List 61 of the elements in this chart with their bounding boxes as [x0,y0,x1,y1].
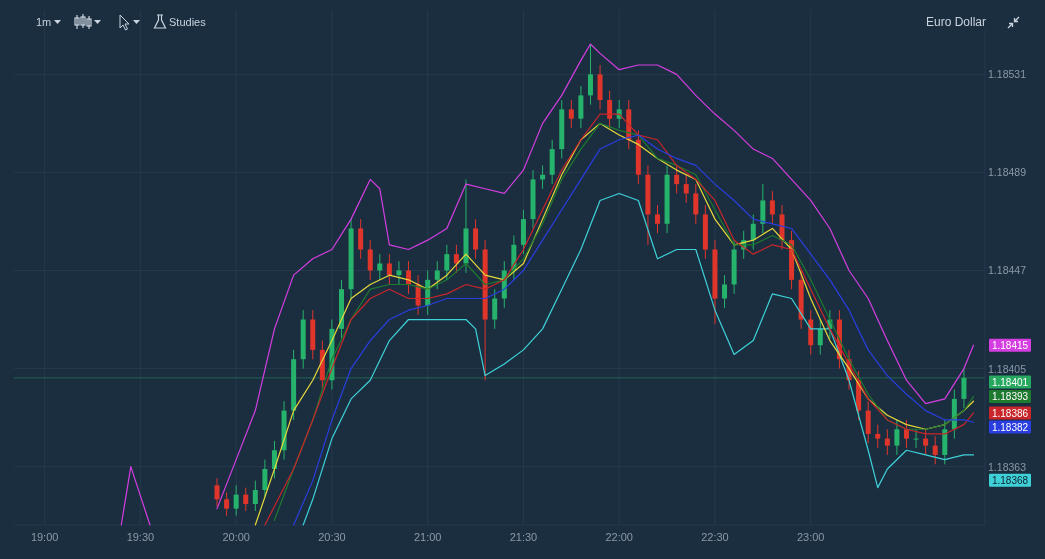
candlestick [473,218,479,260]
candlestick [377,253,383,281]
candlestick [722,274,728,309]
data-label: 1.18368 [991,474,1029,486]
text: Studies [169,16,207,28]
candlestick [884,428,890,456]
chart-title: Euro Dollar [925,15,986,29]
candlestick [769,190,775,225]
x-tick-label: 20:00 [222,531,250,543]
x-tick-label: 21:30 [509,531,538,543]
y-tick-label: 1.18531 [988,68,1027,81]
y-tick-label: 1.18363 [988,460,1027,473]
candlestick [913,428,919,449]
candlestick [683,174,689,204]
candlestick [932,435,938,465]
candlestick [444,244,450,281]
ref-line-label: 1.18401 [991,376,1029,388]
x-tick-label: 20:30 [318,531,346,543]
candlestick [961,368,967,409]
candlestick [224,491,230,517]
candlestick [578,85,584,129]
candlestick [865,400,871,444]
candlestick [568,99,574,129]
candlestick [233,484,239,517]
candlestick [587,43,593,106]
candlestick [674,164,680,194]
x-tick-label: 22:00 [605,531,633,543]
candlestick [214,477,220,507]
candlestick [760,183,766,234]
candlestick [492,288,498,330]
x-tick-label: 23:00 [796,531,825,543]
candlestick [434,260,440,290]
x-tick-label: 22:30 [701,531,729,543]
candlestick [693,183,699,225]
candlestick [243,487,249,512]
candlestick [271,440,277,479]
candlestick [875,424,881,449]
y-tick-label: 1.18489 [988,166,1027,179]
candlestick [367,239,373,281]
candlestick [750,213,756,250]
candlestick [396,260,402,285]
y-tick-label: 1.18405 [988,362,1027,375]
candlestick [923,428,929,456]
candlestick [262,459,268,498]
data-label: 1.18386 [991,407,1029,419]
data-label: 1.18382 [991,421,1029,433]
data-label: 1.18415 [991,340,1029,352]
data-label: 1.18393 [991,391,1029,403]
line-series [302,192,975,526]
candlestick [386,253,392,285]
x-tick-label: 19:30 [126,531,155,543]
candlestick [817,319,823,356]
candlestick [252,480,258,512]
x-tick-label: 21:00 [413,531,442,543]
candlestick [894,419,900,456]
candlestick [903,419,909,449]
candlestick [655,204,660,234]
candlestick [358,218,364,260]
y-tick-label: 1.18447 [988,264,1027,277]
x-tick-label: 19:00 [30,531,59,543]
text: 1m [36,16,52,28]
